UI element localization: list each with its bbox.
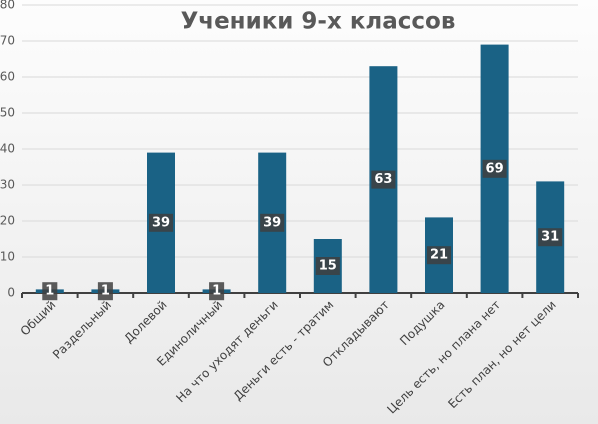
y-tick-label: 10 xyxy=(0,250,15,264)
data-label: 69 xyxy=(486,161,504,176)
y-tick-label: 40 xyxy=(0,142,15,156)
y-tick-label: 60 xyxy=(0,70,15,84)
data-label-box xyxy=(97,282,113,301)
data-label-box xyxy=(315,257,340,275)
data-label: 15 xyxy=(319,259,337,274)
y-tick-label: 80 xyxy=(0,0,15,12)
y-tick-label: 0 xyxy=(7,286,15,300)
y-tick-label: 30 xyxy=(0,178,15,192)
data-label: 31 xyxy=(541,230,559,245)
y-tick-label: 20 xyxy=(0,214,15,228)
y-tick-label: 70 xyxy=(0,34,15,48)
x-tick-label: Цель есть, но плана нет xyxy=(384,298,503,417)
data-label: 21 xyxy=(430,248,448,263)
x-tick-label: Долевой xyxy=(122,298,170,346)
data-label-box xyxy=(260,213,285,232)
data-label-box xyxy=(426,246,452,265)
y-tick-label: 50 xyxy=(0,106,15,120)
x-tick-label: Общий xyxy=(18,298,59,339)
data-label-box xyxy=(538,228,563,247)
data-label: 1 xyxy=(212,284,221,299)
data-label: 1 xyxy=(101,284,110,299)
data-label: 1 xyxy=(45,284,54,299)
data-label-box xyxy=(371,170,396,189)
x-tick-label: Подушка xyxy=(397,298,447,348)
data-label-box xyxy=(148,213,174,232)
x-tick-label: Деньги есть - тратим xyxy=(231,298,337,404)
x-tick-label: На что уходят деньги xyxy=(173,298,280,405)
data-label-box xyxy=(42,282,58,301)
x-tick-label: Раздельный xyxy=(50,298,114,362)
data-label-box xyxy=(209,282,225,301)
chart-title: Ученики 9-х классов xyxy=(181,9,456,35)
x-tick-label: Есть план, но нет цели xyxy=(445,298,558,411)
data-label: 39 xyxy=(263,215,281,230)
data-label-box xyxy=(482,159,507,178)
data-label: 63 xyxy=(374,172,392,187)
data-label: 39 xyxy=(152,215,170,230)
